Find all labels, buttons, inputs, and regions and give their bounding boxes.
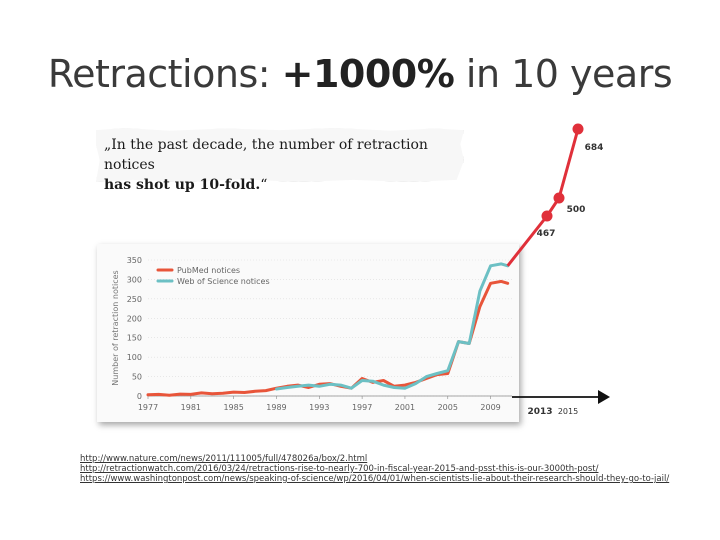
extension-point-label: 684 <box>585 143 604 153</box>
y-tick-label: 300 <box>127 275 142 284</box>
reference-link-1[interactable]: http://www.nature.com/news/2011/111005/f… <box>80 454 368 464</box>
quote-line-2-tail: “ <box>260 177 268 193</box>
extension-point <box>553 192 565 204</box>
extension-point-label: 500 <box>567 205 586 215</box>
extension-axis-label: 2015 <box>558 407 578 416</box>
extension-point <box>541 210 553 222</box>
reference-link-3[interactable]: https://www.washingtonpost.com/news/spea… <box>80 474 670 484</box>
quote-card <box>96 128 464 182</box>
y-tick-label: 350 <box>127 256 142 265</box>
chart-card <box>97 244 519 422</box>
y-tick-label: 0 <box>137 392 142 401</box>
quote-text: „In the past decade, the number of retra… <box>104 135 464 195</box>
reference-link-2[interactable]: http://retractionwatch.com/2016/03/24/re… <box>80 464 599 474</box>
references: http://www.nature.com/news/2011/111005/f… <box>80 454 669 484</box>
x-tick-label: 2009 <box>480 403 500 412</box>
extension-axis-arrow <box>598 390 610 404</box>
x-tick-label: 1981 <box>181 403 201 412</box>
y-tick-label: 150 <box>127 334 142 343</box>
y-tick-label: 250 <box>127 295 142 304</box>
extension-axis-label: 2013 <box>527 407 552 417</box>
series-line-wos <box>275 262 510 391</box>
x-tick-label: 1993 <box>309 403 329 412</box>
extension-point <box>572 123 584 135</box>
x-tick-label: 1989 <box>266 403 286 412</box>
extension-point-label: 467 <box>537 229 556 239</box>
y-tick-label: 50 <box>132 373 142 382</box>
legend-entry: PubMed notices <box>177 266 240 275</box>
x-tick-label: 1977 <box>138 403 158 412</box>
y-axis-label: Number of retraction notices <box>111 270 120 385</box>
x-tick-label: 1985 <box>223 403 243 412</box>
y-tick-label: 100 <box>127 353 142 362</box>
legend-entry: Web of Science notices <box>177 277 270 286</box>
series-line-pubmed <box>146 279 510 397</box>
extension-line <box>506 128 580 267</box>
x-tick-label: 2001 <box>395 403 415 412</box>
page-title: Retractions: +1000% in 10 years <box>47 52 673 96</box>
x-tick-label: 2005 <box>438 403 458 412</box>
quote-line-1: „In the past decade, the number of retra… <box>104 137 428 173</box>
x-tick-label: 1997 <box>352 403 372 412</box>
y-tick-label: 200 <box>127 314 142 323</box>
quote-line-2-bold: has shot up 10-fold. <box>104 177 261 193</box>
title-highlight: +1000% <box>281 52 455 96</box>
